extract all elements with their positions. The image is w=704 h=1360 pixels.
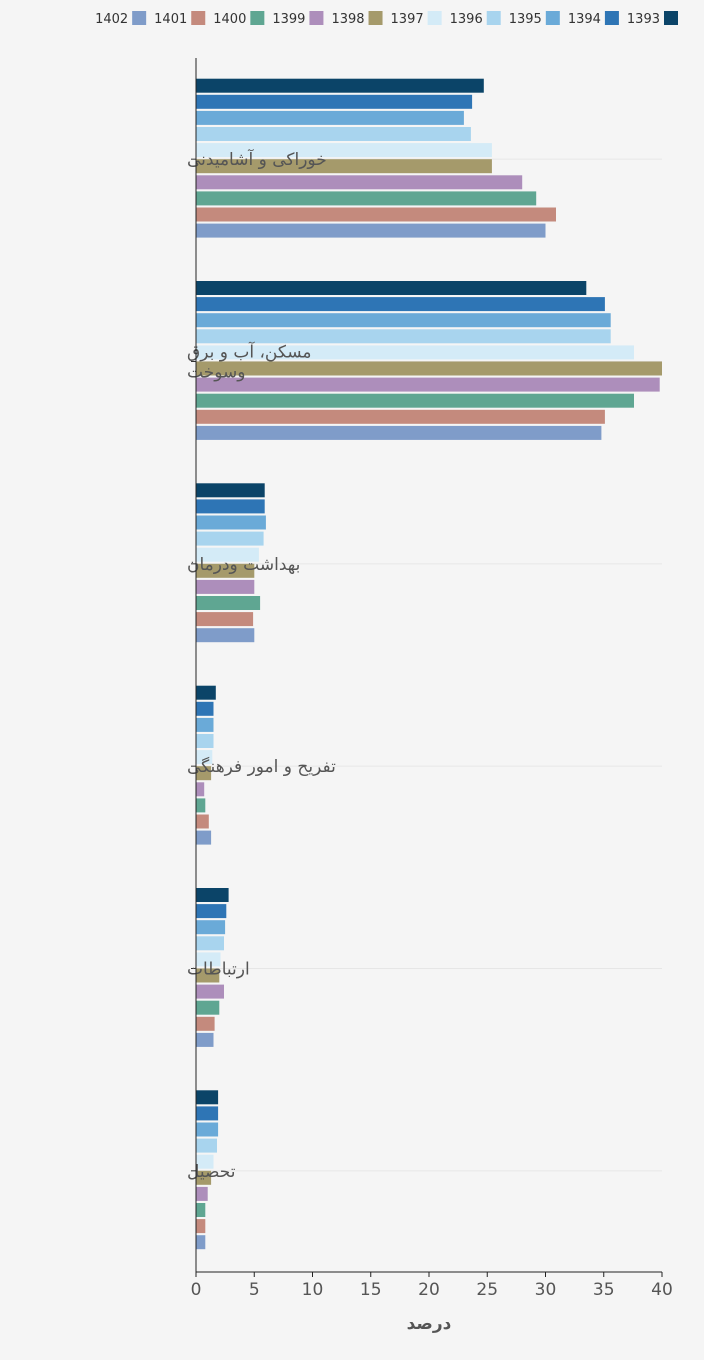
bar-1395-cat-1: [196, 313, 611, 328]
legend-swatch-1393: [664, 11, 678, 25]
bar-1396-cat-5: [196, 1138, 217, 1153]
legend-label-1399: 1399: [272, 12, 305, 27]
bar-1401-cat-4: [196, 1016, 215, 1031]
x-tick-label: 35: [593, 1280, 615, 1300]
bar-1398-cat-0: [196, 159, 492, 174]
category-label: تحصیل: [187, 1162, 236, 1182]
bar-1397-cat-2: [196, 547, 259, 562]
legend-swatch-1402: [132, 11, 147, 25]
bar-1399-cat-4: [196, 984, 224, 999]
bar-1393-cat-0: [196, 78, 484, 93]
bar-1399-cat-1: [196, 377, 660, 392]
bar-1393-cat-1: [196, 281, 587, 295]
legend-swatch-1400: [250, 11, 265, 25]
bar-1402-cat-3: [196, 830, 212, 845]
legend-swatch-1397: [427, 11, 442, 25]
bar-1394-cat-0: [196, 94, 473, 109]
bar-1395-cat-3: [196, 717, 214, 732]
bar-1397-cat-3: [196, 750, 213, 765]
bar-1402-cat-5: [196, 1235, 206, 1250]
bar-1394-cat-5: [196, 1106, 219, 1121]
bar-1398-cat-3: [196, 766, 212, 781]
category-label: خوراکی و آشامیدنی: [187, 148, 327, 170]
bar-1397-cat-5: [196, 1154, 214, 1169]
x-tick-label: 5: [249, 1280, 260, 1300]
x-tick-label: 0: [191, 1280, 202, 1300]
x-tick-label: 15: [360, 1280, 382, 1300]
bar-1395-cat-2: [196, 515, 266, 530]
x-tick-label: 20: [418, 1280, 440, 1300]
legend-swatch-1398: [368, 11, 383, 25]
bar-1401-cat-2: [196, 612, 254, 627]
bar-1398-cat-1: [196, 361, 662, 376]
bar-1400-cat-3: [196, 798, 206, 813]
bar-1402-cat-4: [196, 1032, 214, 1047]
category-label: ارتباطات: [187, 960, 250, 980]
bar-1394-cat-1: [196, 297, 605, 312]
bar-1395-cat-4: [196, 920, 226, 935]
bar-1401-cat-0: [196, 207, 556, 222]
category-label: بهداشت ودرمان: [187, 555, 300, 575]
legend-label-1402: 1402: [95, 12, 128, 27]
bar-1398-cat-2: [196, 563, 255, 578]
bar-1393-cat-3: [196, 685, 216, 700]
bar-1395-cat-0: [196, 110, 464, 125]
bar-1399-cat-0: [196, 175, 523, 190]
legend-swatch-1396: [486, 11, 501, 25]
legend-swatch-1399: [309, 11, 324, 25]
bar-1393-cat-5: [196, 1090, 219, 1105]
bar-1400-cat-1: [196, 393, 634, 408]
bar-1401-cat-1: [196, 409, 605, 424]
bar-1402-cat-2: [196, 628, 255, 643]
legend-label-1398: 1398: [331, 12, 364, 27]
bar-1393-cat-4: [196, 888, 229, 902]
x-tick-label: 30: [535, 1280, 557, 1300]
legend-label-1401: 1401: [154, 12, 187, 27]
bar-1394-cat-2: [196, 499, 265, 514]
bar-1400-cat-0: [196, 191, 537, 206]
bar-1396-cat-2: [196, 531, 264, 546]
bar-1402-cat-1: [196, 425, 602, 440]
bar-1399-cat-5: [196, 1186, 208, 1201]
bar-1396-cat-4: [196, 936, 224, 951]
bar-1397-cat-1: [196, 345, 634, 360]
bar-1399-cat-2: [196, 579, 255, 594]
x-tick-label: 40: [651, 1280, 673, 1300]
x-axis-label: درصد: [407, 1314, 452, 1334]
bar-1395-cat-5: [196, 1122, 219, 1137]
category-label: مسکن، آب و برق: [187, 341, 312, 363]
bar-1398-cat-5: [196, 1170, 212, 1185]
bar-1397-cat-0: [196, 143, 492, 158]
legend-swatch-1395: [545, 11, 560, 25]
bar-1400-cat-5: [196, 1203, 206, 1217]
bar-1394-cat-4: [196, 904, 227, 919]
legend-label-1400: 1400: [213, 12, 246, 27]
bar-1397-cat-4: [196, 952, 221, 967]
legend-swatch-1394: [604, 11, 619, 25]
category-label: وسوخت: [187, 363, 245, 383]
legend-swatch-1401: [191, 11, 206, 25]
legend-label-1396: 1396: [450, 12, 483, 27]
bar-1398-cat-4: [196, 968, 220, 983]
bar-1401-cat-5: [196, 1219, 206, 1234]
bar-1396-cat-1: [196, 329, 611, 344]
legend-label-1393: 1393: [627, 12, 660, 27]
x-tick-label: 10: [302, 1280, 324, 1300]
bar-1393-cat-2: [196, 483, 265, 498]
bar-1396-cat-0: [196, 127, 471, 141]
bar-1400-cat-4: [196, 1000, 220, 1015]
bar-1401-cat-3: [196, 814, 209, 829]
legend-label-1394: 1394: [568, 12, 601, 27]
bar-1394-cat-3: [196, 701, 214, 716]
legend-label-1395: 1395: [509, 12, 542, 27]
bar-1396-cat-3: [196, 734, 214, 748]
category-label: تفریح و امور فرهنگی: [187, 756, 336, 777]
bar-1402-cat-0: [196, 223, 546, 238]
x-tick-label: 25: [476, 1280, 498, 1300]
legend-label-1397: 1397: [391, 12, 424, 27]
bar-1400-cat-2: [196, 596, 261, 610]
bar-1399-cat-3: [196, 782, 205, 797]
